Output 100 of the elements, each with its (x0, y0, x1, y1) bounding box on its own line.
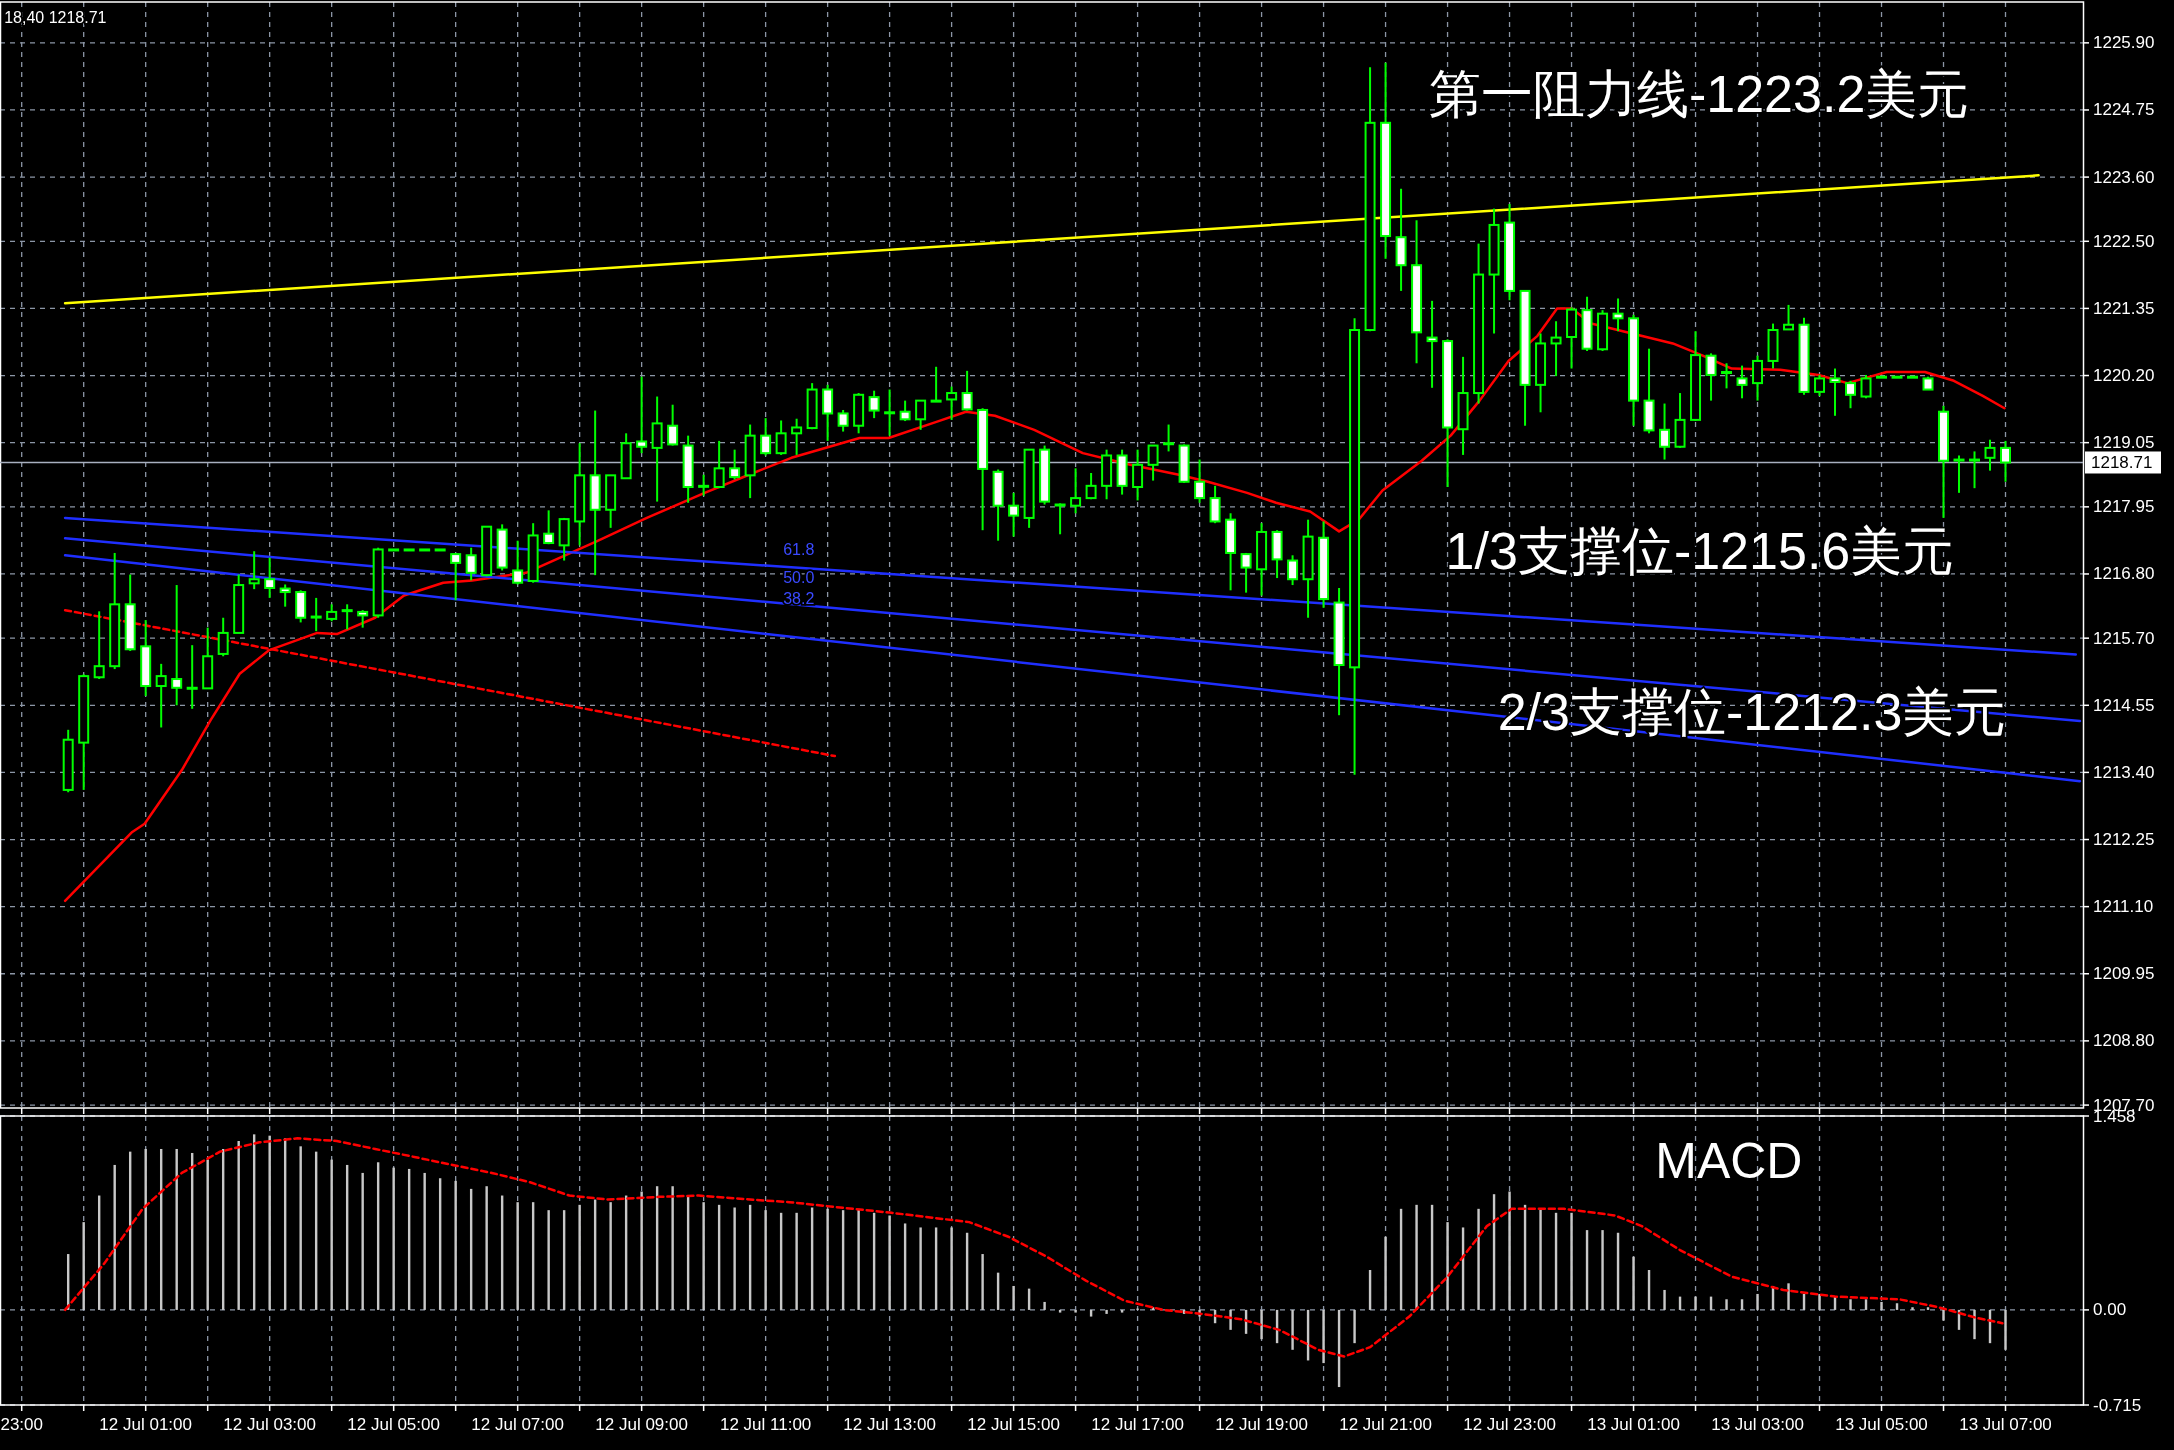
x-tick-label: 13 Jul 01:00 (1587, 1415, 1680, 1434)
x-tick-label: 13 Jul 05:00 (1835, 1415, 1928, 1434)
bar (1570, 1212, 1573, 1310)
candlestick (1705, 352, 1717, 402)
bar (454, 1180, 457, 1310)
bar (1926, 1307, 1930, 1310)
candlestick (760, 417, 772, 457)
x-tick-label: 12 Jul 11:00 (719, 1415, 812, 1434)
bar (206, 1159, 209, 1310)
candlestick (1984, 438, 1996, 472)
bar (1043, 1301, 1046, 1310)
y-tick-label: 1223.60 (2093, 167, 2155, 187)
bar (1539, 1208, 1542, 1310)
y-tick-label: 1220.20 (2093, 366, 2155, 386)
x-tick-label: 12 Jul 01:00 (99, 1415, 193, 1434)
bar (268, 1135, 271, 1310)
bar (237, 1141, 240, 1310)
bar (1074, 1309, 1077, 1313)
x-tick-label: 13 Jul 03:00 (1711, 1415, 1804, 1434)
y-tick-label: 1214.55 (2093, 695, 2155, 715)
candlestick (1829, 367, 1841, 417)
candlestick (961, 369, 973, 412)
candlestick (1612, 297, 1624, 333)
bar (1849, 1299, 1852, 1310)
candlestick (1659, 402, 1671, 461)
candlestick (837, 408, 849, 433)
y-tick-label: 1224.75 (2093, 100, 2155, 120)
bar (950, 1227, 953, 1310)
y-tick-label: 1213.40 (2093, 762, 2155, 782)
bar (1694, 1296, 1697, 1310)
candlestick (264, 556, 276, 599)
bar (981, 1254, 984, 1310)
bar (1973, 1309, 1976, 1340)
candlestick (217, 616, 229, 658)
annotation: 1/3支撑位-1215.6美元 (1445, 521, 1955, 580)
candlestick (1969, 450, 1981, 490)
bar (1012, 1285, 1015, 1310)
x-tick-label: 12 Jul 05:00 (347, 1415, 440, 1434)
x-tick-label: 12 Jul 09:00 (595, 1415, 688, 1434)
bar (1911, 1307, 1914, 1310)
candlestick (171, 584, 183, 707)
bar (1446, 1222, 1449, 1310)
candlestick (1008, 491, 1020, 538)
y-tick-label: 1221.35 (2093, 298, 2155, 318)
y-tick-label: 1217.95 (2093, 497, 2155, 517)
candlestick (450, 551, 462, 602)
candlestick (822, 383, 834, 442)
bar (299, 1146, 302, 1310)
candlestick (279, 583, 291, 608)
bar (82, 1222, 85, 1310)
candlestick (698, 473, 710, 497)
candlestick (1147, 444, 1159, 482)
bar (671, 1186, 674, 1310)
candlestick (1550, 320, 1562, 378)
bar (1601, 1230, 1604, 1310)
bar (1942, 1309, 1945, 1321)
x-tick-label: 12 Jul 23:00 (1463, 1415, 1556, 1434)
bar (361, 1172, 364, 1310)
x-tick-label: 12 Jul 17:00 (1091, 1415, 1184, 1434)
bar (1880, 1301, 1883, 1310)
x-tick-label: 12 Jul 15:00 (967, 1415, 1060, 1434)
candlestick (1736, 364, 1748, 400)
bar (919, 1227, 922, 1310)
bar (733, 1207, 736, 1310)
x-tick-label: 23:00 (0, 1415, 43, 1434)
bar (1291, 1309, 1294, 1350)
candlestick (1953, 454, 1965, 494)
bar (1322, 1309, 1325, 1364)
candlestick (1783, 303, 1795, 332)
bar (1508, 1191, 1511, 1310)
candlestick (1194, 458, 1206, 504)
y-tick-label: 1215.70 (2093, 628, 2155, 648)
x-tick-label: 12 Jul 21:00 (1339, 1415, 1432, 1434)
bar (547, 1210, 550, 1310)
y-tick-label: 1225.90 (2093, 33, 2155, 53)
y-tick-label: 0.00 (2093, 1300, 2127, 1320)
annotation: 38.2 (783, 589, 815, 607)
candlestick (667, 403, 679, 447)
bar (1415, 1204, 1418, 1310)
bar (888, 1215, 891, 1310)
bar (330, 1159, 333, 1310)
bar (1260, 1309, 1263, 1340)
bar (826, 1208, 829, 1310)
candlestick (636, 375, 648, 455)
candlestick (1287, 554, 1299, 587)
y-tick-label: 1211.10 (2093, 897, 2154, 917)
annotation: 第一阻力线-1223.2美元 (1428, 64, 1970, 123)
candlestick (310, 596, 322, 633)
candlestick (713, 439, 725, 490)
bar (609, 1202, 612, 1310)
x-tick-label: 12 Jul 07:00 (471, 1415, 564, 1434)
annotation: 50.0 (783, 568, 815, 586)
bar (578, 1204, 581, 1310)
candlestick (248, 550, 260, 591)
candlestick (1163, 423, 1175, 453)
x-tick-label: 12 Jul 13:00 (843, 1415, 936, 1434)
bar (2004, 1309, 2007, 1350)
bar (1725, 1299, 1728, 1310)
bar (640, 1191, 643, 1310)
bar (795, 1212, 798, 1310)
